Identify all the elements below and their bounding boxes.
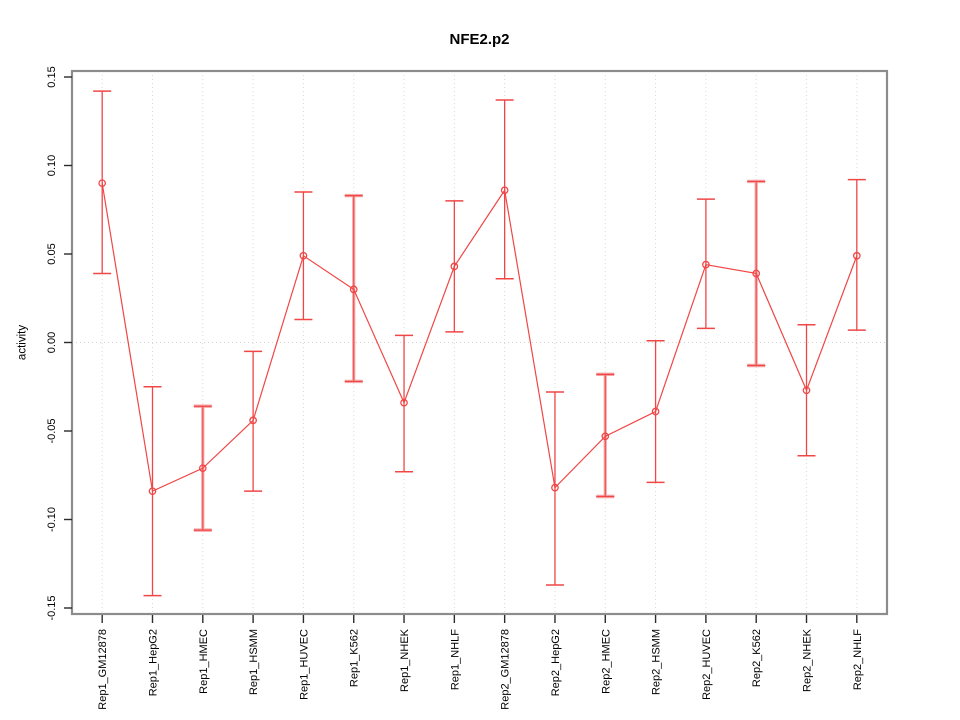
data-point <box>852 251 861 260</box>
data-point <box>249 416 257 425</box>
plot-area: 0.15 0.10 0.05 0.00 -0.05 -0.10 -0.15 Rep1_GM12… <box>46 66 889 710</box>
data-point <box>702 260 710 269</box>
y-axis-label: activity <box>17 325 29 360</box>
data-point <box>198 464 207 473</box>
x-tick-label: Rep2_NHLF <box>852 629 864 690</box>
data-point <box>752 269 761 278</box>
x-tick-label: Rep1_NHEK <box>399 628 411 692</box>
y-tick-label: -0.10 <box>46 507 58 532</box>
x-tick-label: Rep2_NHEK <box>802 628 814 692</box>
data-point <box>450 262 459 271</box>
y-tick-label: 0.05 <box>46 243 58 264</box>
data-point <box>400 398 408 407</box>
y-tick-label: 0.10 <box>46 155 58 176</box>
chart-title: NFE2.p2 <box>449 31 509 48</box>
y-tick-label: 0.00 <box>46 332 58 353</box>
y-tick-label: -0.05 <box>46 418 58 443</box>
x-tick-label: Rep2_K562 <box>751 629 763 687</box>
data-point <box>98 179 107 188</box>
x-tick-label: Rep2_HepG2 <box>550 629 562 696</box>
x-tick-label: Rep1_K562 <box>349 629 361 687</box>
y-tick-label: 0.15 <box>46 66 58 87</box>
y-tick-label: -0.15 <box>46 595 58 620</box>
data-point <box>802 386 811 395</box>
data-point <box>651 407 660 416</box>
x-tick-label: Rep2_GM12878 <box>500 629 512 710</box>
x-tick-label: Rep1_HUVEC <box>298 629 310 700</box>
x-tick-label: Rep1_HSMM <box>248 629 260 695</box>
x-tick-label: Rep1_GM12878 <box>97 629 109 710</box>
data-point <box>500 186 509 195</box>
data-point <box>601 432 610 441</box>
x-tick-label: Rep2_HMEC <box>600 629 612 694</box>
x-tick-label: Rep2_HSMM <box>651 629 663 695</box>
x-tick-label: Rep1_HMEC <box>198 629 210 694</box>
x-tick-label: Rep1_HepG2 <box>147 629 159 696</box>
data-point <box>551 483 559 492</box>
series-line <box>101 183 858 493</box>
data-point <box>148 487 157 496</box>
data-point <box>349 285 358 294</box>
x-tick-label: Rep2_HUVEC <box>701 629 713 700</box>
x-tick-label: Rep1_NHLF <box>449 629 461 690</box>
data-point <box>299 251 308 260</box>
